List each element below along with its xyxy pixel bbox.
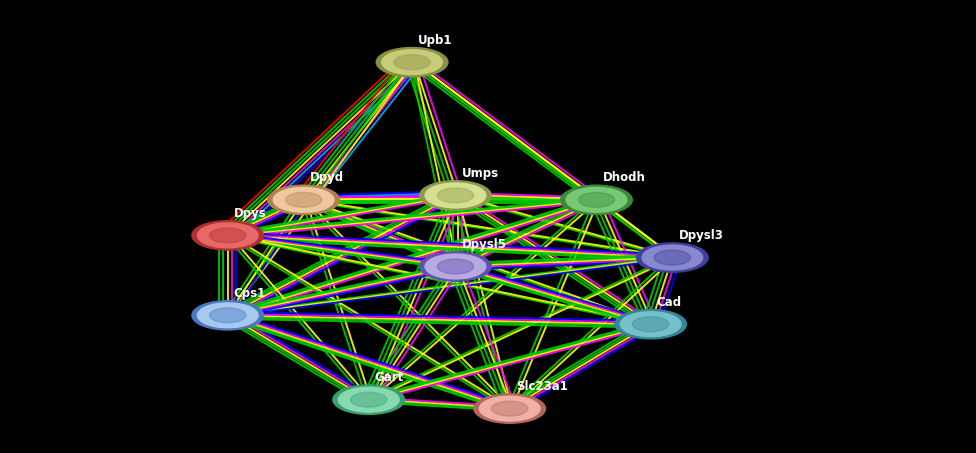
Circle shape — [474, 394, 546, 423]
Circle shape — [566, 188, 627, 212]
Circle shape — [350, 392, 386, 407]
Text: Dpys: Dpys — [234, 207, 266, 220]
Circle shape — [197, 303, 258, 328]
Text: Dhodh: Dhodh — [602, 171, 645, 184]
Text: Gart: Gart — [375, 371, 404, 384]
Circle shape — [636, 243, 709, 272]
Circle shape — [437, 188, 473, 203]
Circle shape — [377, 48, 448, 77]
Circle shape — [642, 245, 703, 270]
Circle shape — [273, 188, 334, 212]
Circle shape — [437, 259, 473, 274]
Circle shape — [192, 221, 264, 250]
Circle shape — [492, 401, 528, 416]
Text: Umps: Umps — [462, 167, 499, 180]
Circle shape — [210, 228, 246, 243]
Text: Slc23a1: Slc23a1 — [515, 380, 568, 393]
Text: Cad: Cad — [657, 296, 682, 308]
Circle shape — [621, 312, 681, 337]
Circle shape — [479, 396, 540, 421]
Circle shape — [197, 223, 258, 248]
Circle shape — [615, 309, 686, 339]
Circle shape — [426, 254, 486, 279]
Circle shape — [394, 55, 430, 70]
Circle shape — [426, 183, 486, 208]
Text: Upb1: Upb1 — [418, 34, 453, 47]
Text: Dpysl3: Dpysl3 — [678, 229, 723, 242]
Circle shape — [420, 181, 491, 210]
Text: Dpysl5: Dpysl5 — [462, 238, 507, 251]
Circle shape — [285, 193, 322, 207]
Circle shape — [339, 387, 399, 412]
Circle shape — [382, 50, 442, 75]
Circle shape — [333, 385, 404, 414]
Circle shape — [192, 301, 264, 330]
Circle shape — [632, 317, 669, 332]
Text: Dpyd: Dpyd — [309, 171, 344, 184]
Circle shape — [267, 185, 340, 215]
Text: Cps1: Cps1 — [234, 287, 266, 300]
Circle shape — [420, 252, 491, 281]
Circle shape — [210, 308, 246, 323]
Circle shape — [578, 193, 615, 207]
Circle shape — [560, 185, 632, 215]
Circle shape — [654, 250, 691, 265]
